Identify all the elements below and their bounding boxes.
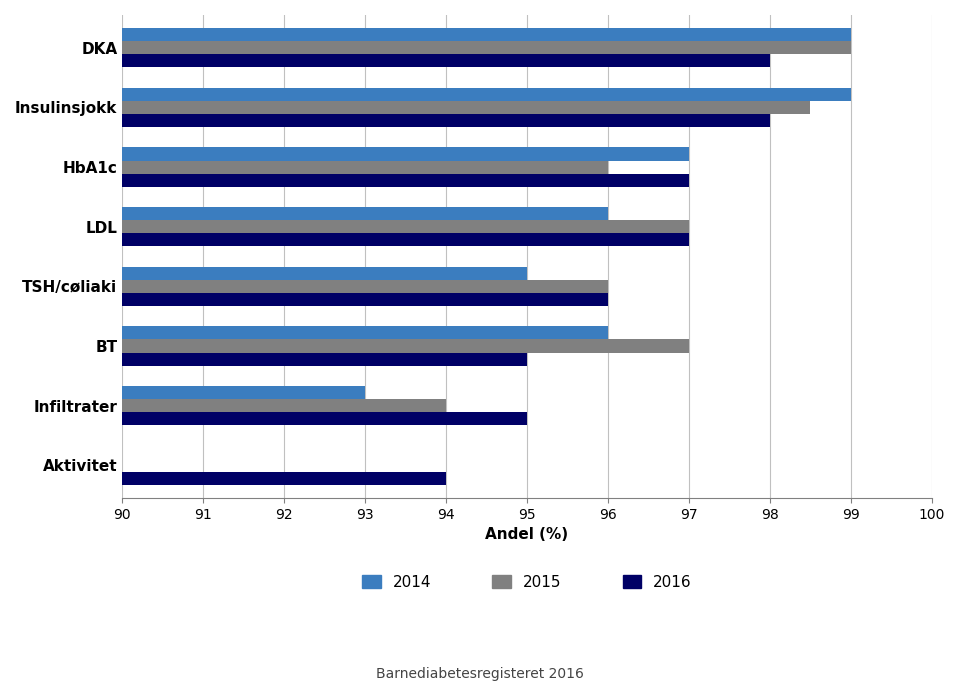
Bar <box>122 279 608 293</box>
Bar <box>122 28 851 41</box>
Bar <box>122 412 527 425</box>
Bar <box>122 293 608 306</box>
Bar <box>122 41 851 54</box>
Bar <box>122 101 810 114</box>
Bar <box>122 399 446 412</box>
Bar <box>122 472 446 485</box>
Bar <box>122 353 527 366</box>
Bar <box>122 266 527 279</box>
X-axis label: Andel (%): Andel (%) <box>486 527 568 543</box>
Bar <box>122 88 851 101</box>
Bar <box>122 114 770 127</box>
Bar <box>122 147 689 160</box>
Bar <box>122 234 689 247</box>
Bar <box>122 326 608 340</box>
Bar <box>122 160 608 173</box>
Bar <box>122 54 770 68</box>
Bar <box>122 207 608 220</box>
Bar <box>122 386 365 399</box>
Bar <box>122 220 689 234</box>
Text: Barnediabetesregisteret 2016: Barnediabetesregisteret 2016 <box>376 667 584 681</box>
Bar <box>122 340 689 353</box>
Bar <box>122 173 689 187</box>
Legend: 2014, 2015, 2016: 2014, 2015, 2016 <box>356 569 698 596</box>
